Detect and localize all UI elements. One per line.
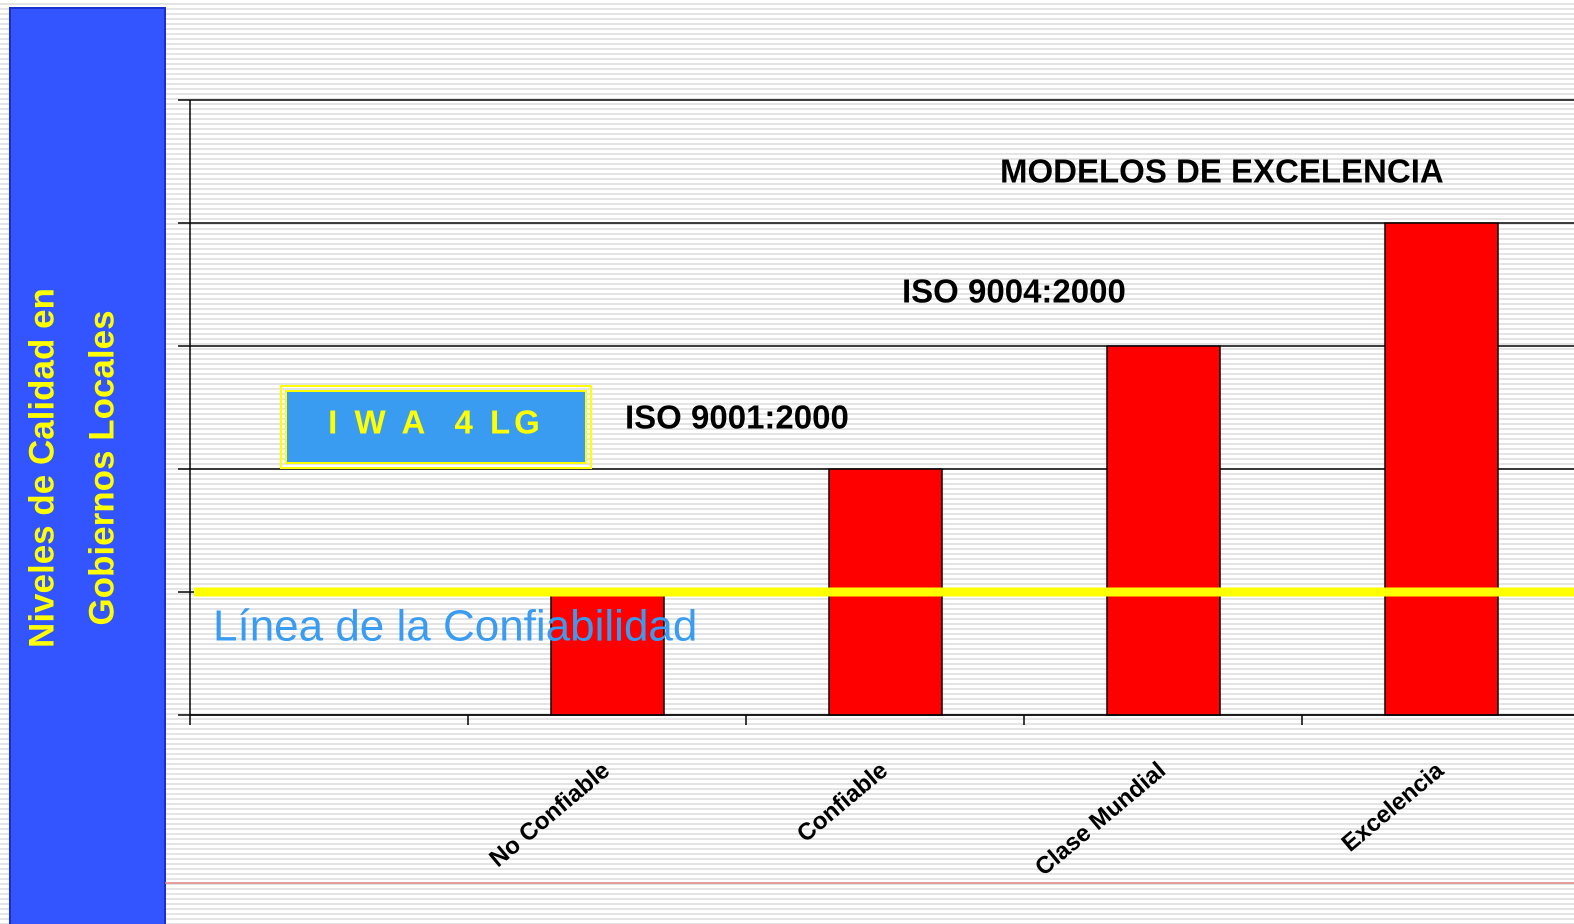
x-tick-label-group: Confiable <box>792 757 893 848</box>
reference-line-label: Línea de la Confiabilidad <box>213 602 697 651</box>
annotation: ISO 9004:2000 <box>902 273 1126 310</box>
x-tick-label: No Confiable <box>484 757 615 873</box>
x-tick-label: Clase Mundial <box>1030 757 1171 881</box>
x-tick-label: Excelencia <box>1337 756 1450 857</box>
bar <box>1106 345 1221 716</box>
x-tick-label-group: Excelencia <box>1337 756 1450 857</box>
x-tick-label-group: No Confiable <box>484 757 615 873</box>
y-label-panel <box>9 7 166 924</box>
y-axis-title-line: Gobiernos Locales <box>82 310 121 625</box>
x-tick-label: Confiable <box>792 757 893 848</box>
annotation: I W A 4 LG <box>328 404 544 441</box>
annotation-box <box>285 390 587 464</box>
annotation: MODELOS DE EXCELENCIA <box>1000 153 1444 190</box>
y-axis-title-line: Niveles de Calidad en <box>22 288 61 648</box>
x-tick-label-group: Clase Mundial <box>1030 757 1171 881</box>
annotation: ISO 9001:2000 <box>625 399 849 436</box>
annotation-box <box>280 385 592 469</box>
bar <box>1384 222 1499 716</box>
y-axis-title: Niveles de Calidad en Gobiernos Locales <box>22 288 121 648</box>
